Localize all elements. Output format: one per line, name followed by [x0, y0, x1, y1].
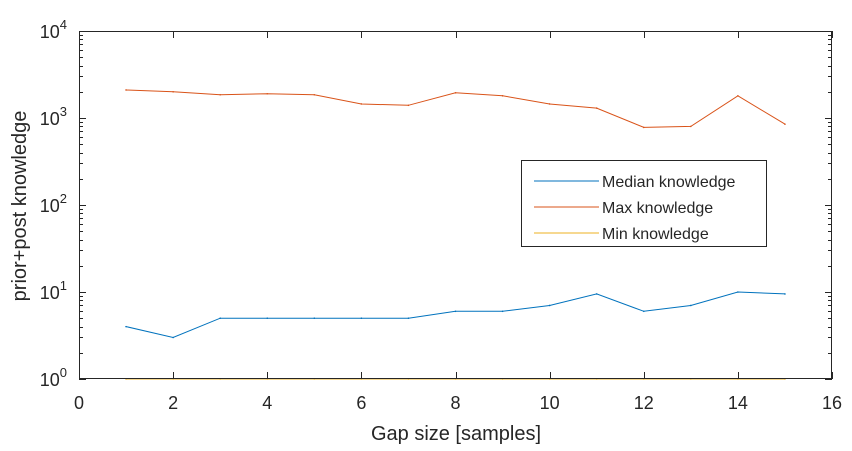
legend-label-max-knowledge: Max knowledge: [602, 200, 713, 217]
y-tick-label: 100: [40, 365, 67, 390]
median-knowledge-point: [642, 310, 645, 313]
y-tick-label: 103: [40, 104, 67, 129]
x-axis-label: Gap size [samples]: [371, 423, 541, 445]
median-knowledge-point: [313, 317, 316, 319]
y-tick-exponent: 3: [60, 104, 67, 119]
median-knowledge-point: [360, 317, 363, 319]
y-tick-base: 10: [40, 283, 60, 303]
labels-layer: Gap size [samples] prior+post knowledge: [9, 111, 541, 445]
legend-label-min-knowledge: Min knowledge: [602, 226, 709, 243]
x-tick-label: 10: [540, 393, 560, 413]
median-knowledge-point: [501, 310, 504, 313]
y-tick-exponent: 2: [60, 191, 67, 206]
legend: Median knowledge Max knowledge Min knowled…: [521, 160, 767, 247]
max-knowledge-point: [125, 89, 127, 91]
max-knowledge-point: [454, 91, 457, 94]
x-tick-label: 4: [262, 393, 272, 413]
x-tick-label: 16: [822, 393, 842, 413]
median-knowledge-point: [219, 317, 221, 319]
median-knowledge-point: [454, 310, 457, 313]
y-axis-label: prior+post knowledge: [9, 111, 31, 302]
max-knowledge-point: [690, 125, 692, 128]
y-tick-base: 10: [40, 22, 60, 42]
median-knowledge-point: [266, 317, 269, 319]
max-knowledge-point: [501, 94, 504, 97]
max-knowledge-point: [642, 126, 645, 129]
x-tick-label: 6: [356, 393, 366, 413]
y-tick-label: 104: [40, 17, 67, 42]
max-knowledge-point: [737, 94, 739, 97]
max-knowledge-point: [548, 103, 551, 105]
max-knowledge-point: [313, 93, 316, 96]
legend-label-median-knowledge: Median knowledge: [602, 174, 736, 191]
max-knowledge-point: [172, 91, 174, 93]
max-knowledge-point: [784, 123, 786, 125]
x-tick-label: 12: [634, 393, 654, 413]
y-tick-exponent: 1: [60, 278, 67, 293]
median-knowledge-point: [737, 291, 739, 293]
y-tick-label: 102: [40, 191, 67, 216]
max-knowledge-point: [595, 107, 598, 109]
median-knowledge-point: [172, 336, 174, 339]
x-tick-label: 8: [450, 393, 460, 413]
max-knowledge-point: [360, 103, 363, 105]
median-knowledge-point: [690, 304, 692, 307]
median-knowledge-point: [548, 304, 551, 307]
x-tick-label: 2: [168, 393, 178, 413]
y-tick-label: 101: [40, 278, 67, 303]
x-tick-label: 14: [728, 393, 748, 413]
y-tick-exponent: 0: [60, 365, 67, 380]
median-knowledge-point: [407, 317, 410, 319]
max-knowledge-point: [266, 92, 269, 95]
legend-box: [521, 160, 767, 247]
y-tick-base: 10: [40, 109, 60, 129]
y-tick-exponent: 4: [60, 17, 67, 32]
max-knowledge-point: [407, 104, 410, 107]
y-tick-base: 10: [40, 370, 60, 390]
max-knowledge-point: [219, 93, 221, 96]
median-knowledge-point: [125, 325, 127, 328]
median-knowledge-point: [595, 293, 598, 295]
y-tick-base: 10: [40, 196, 60, 216]
median-knowledge-point: [784, 293, 786, 295]
x-tick-label: 0: [74, 393, 84, 413]
